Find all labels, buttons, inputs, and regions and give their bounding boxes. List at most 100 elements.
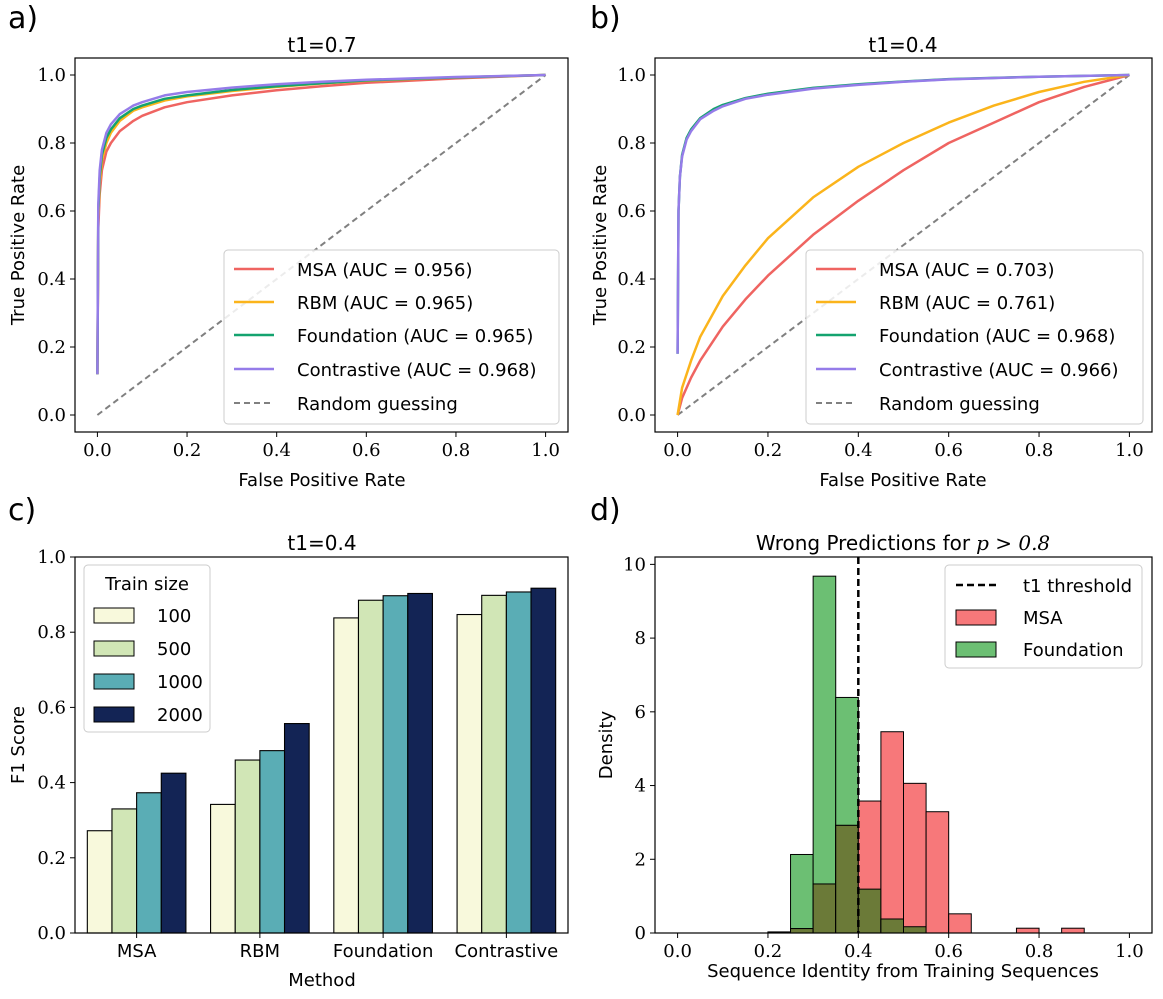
panel-c-bar-foundation-2000	[407, 592, 433, 934]
panel-a-xtick-label: 0.4	[262, 440, 291, 461]
panel-c-ytick-label: 0.6	[37, 697, 66, 718]
panel-b-x-ticks: 0.0 0.2 0.4 0.6 0.8 1.0	[663, 432, 1144, 461]
panel-d-ytick-label: 2	[635, 849, 646, 870]
panel-d-bar-overlap	[790, 928, 814, 934]
panel-c-y-label: F1 Score	[8, 706, 29, 784]
panel-d-legend-swatch-msa	[955, 609, 997, 626]
panel-d-xtick-label: 0.6	[934, 941, 963, 962]
panel-b-y-label: True Positive Rate	[590, 165, 611, 326]
panel-a-x-ticks: 0.0 0.2 0.4 0.6 0.8 1.0	[83, 432, 560, 461]
panel-d-legend-swatch-foundation	[955, 641, 997, 658]
panel-b-ytick-label: 0.6	[617, 201, 646, 222]
panel-c-bar-msa-1000	[136, 792, 162, 934]
panel-a-ytick-label: 0.4	[37, 269, 66, 290]
panel-c-bar-contrastive-100	[456, 613, 483, 934]
panel-b-legend-rbm: RBM (AUC = 0.761)	[879, 293, 1055, 314]
panel-a-y-ticks: 0.0 0.2 0.4 0.6 0.8 1.0	[37, 65, 75, 426]
panel-a-legend-foundation: Foundation (AUC = 0.965)	[297, 326, 533, 347]
panel-c-ytick-label: 0.8	[37, 622, 66, 643]
panel-c-x-label: Method	[288, 970, 356, 991]
panel-c-bar-foundation-1000	[382, 595, 409, 934]
panel-c-axes-frame	[74, 556, 569, 934]
panel-c-bars	[86, 587, 557, 934]
panel-d-bar-msa	[948, 913, 972, 934]
panel-d-legend-msa: MSA	[1023, 608, 1063, 629]
panel-b-ytick-label: 0.0	[617, 405, 646, 426]
panel-a-legend-rbm: RBM (AUC = 0.965)	[297, 293, 473, 314]
panel-a-x-label: False Positive Rate	[238, 470, 405, 491]
panel-c-legend-swatch-100	[93, 607, 135, 624]
panel-b-legend-foundation: Foundation (AUC = 0.968)	[879, 326, 1115, 347]
panel-b-roc-t1-0.4: b) t1=0.4 0.0 0.2 0.4 0.6 0.8 1.0 0.00.20.40.…	[590, 1, 1153, 491]
panel-b-line-rbm	[676, 73, 1130, 416]
panel-c-y-ticks: 0.0 0.2 0.4 0.6 0.8 1.0	[37, 547, 75, 944]
panel-d-legend-threshold: t1 threshold	[1023, 576, 1132, 597]
panel-d-title-math: p > 0.8	[976, 531, 1050, 555]
panel-d-bar-msa	[880, 731, 905, 934]
panel-c-bar-msa-2000	[160, 772, 187, 934]
panel-d-bar-foundation	[790, 853, 814, 934]
panel-c-ytick-label: 1.0	[37, 547, 66, 568]
panel-d-bar-foundation	[812, 575, 837, 934]
panel-c-legend-100: 100	[157, 606, 191, 627]
panel-d-y-label: Density	[596, 710, 617, 779]
panel-c-bar-rbm-100	[210, 803, 236, 934]
panel-a-roc-lines	[96, 73, 547, 416]
panel-c-xtick-label: Foundation	[333, 941, 433, 962]
panel-c-legend-500: 500	[157, 639, 191, 660]
panel-c-xtick-label: MSA	[117, 941, 157, 962]
panel-d-bar-overlap	[835, 824, 859, 934]
panel-b-xtick-label: 1.0	[1115, 440, 1144, 461]
panel-d-label: d)	[590, 493, 621, 528]
panel-a-y-label: True Positive Rate	[8, 165, 29, 326]
panel-a-line-contrastive	[96, 73, 546, 375]
panel-c-ytick-label: 0.0	[37, 923, 66, 944]
panel-b-ytick-label: 1.0	[617, 65, 646, 86]
panel-b-legend: MSA (AUC = 0.703) RBM (AUC = 0.761) Foun…	[805, 249, 1144, 425]
panel-d-histogram: d) Wrong Predictions for p > 0.8 0.0 0.2 0.…	[590, 493, 1153, 982]
panel-b-line-contrastive	[676, 73, 1130, 354]
panel-a-ytick-label: 0.8	[37, 133, 66, 154]
panel-d-bar-msa	[925, 811, 950, 934]
panel-c-bar-foundation-100	[333, 617, 360, 934]
panel-c-legend-2000: 2000	[157, 705, 203, 726]
panel-b-roc-lines	[676, 73, 1131, 416]
panel-a-ytick-label: 0.6	[37, 201, 66, 222]
panel-b-x-label: False Positive Rate	[819, 470, 986, 491]
panel-b-legend-msa: MSA (AUC = 0.703)	[879, 260, 1054, 281]
panel-b-legend-contrastive: Contrastive (AUC = 0.966)	[879, 360, 1119, 381]
panel-d-x-label: Sequence Identity from Training Sequence…	[707, 961, 1099, 982]
panel-a-legend-box	[223, 249, 560, 425]
panel-b-line-msa	[676, 73, 1130, 416]
panel-b-legend-random: Random guessing	[879, 394, 1040, 415]
panel-d-xtick-label: 0.2	[754, 941, 783, 962]
panel-d-legend: t1 threshold MSA Foundation	[944, 564, 1143, 669]
panel-d-xtick-label: 0.8	[1025, 941, 1054, 962]
panel-c-legend-box	[83, 564, 211, 733]
panel-c-ytick-label: 0.4	[37, 773, 66, 794]
panel-d-xtick-label: 1.0	[1115, 941, 1144, 962]
panel-d-xtick-label: 0.4	[844, 941, 873, 962]
panel-c-bar-rbm-1000	[259, 750, 286, 934]
panel-c-bar-contrastive-1000	[505, 591, 532, 934]
panel-a-line-random	[96, 74, 547, 416]
panel-b-xtick-label: 0.4	[844, 440, 873, 461]
panel-d-legend-foundation: Foundation	[1023, 640, 1123, 661]
panel-a-legend-random: Random guessing	[297, 394, 458, 415]
panel-c-label: c)	[8, 493, 36, 528]
panel-b-xtick-label: 0.6	[934, 440, 963, 461]
panel-d-bar-msa	[1015, 927, 1040, 934]
panel-c-bar-contrastive-2000	[530, 587, 557, 934]
panel-a-xtick-label: 0.0	[83, 440, 112, 461]
panel-c-legend-title: Train size	[104, 574, 189, 595]
panel-d-ytick-label: 0	[635, 923, 646, 944]
panel-d-bar-overlap	[903, 926, 927, 934]
panel-d-ytick-label: 4	[635, 776, 646, 797]
panel-a-legend-contrastive: Contrastive (AUC = 0.968)	[297, 360, 537, 381]
panel-a-roc-t1-0.7: a) t1=0.7 0.0 0.2 0.4 0.6 0.8 1.0 0.00.20.40.…	[8, 1, 569, 491]
panel-a-ytick-label: 1.0	[37, 65, 66, 86]
panel-c-f1-bars: c) t1=0.4 MSA RBM Foundation Contrastive 0.…	[8, 493, 569, 991]
panel-b-xtick-label: 0.8	[1025, 440, 1054, 461]
panel-d-axes-frame	[654, 556, 1153, 934]
panel-b-y-ticks: 0.0 0.2 0.4 0.6 0.8 1.0	[617, 65, 655, 426]
